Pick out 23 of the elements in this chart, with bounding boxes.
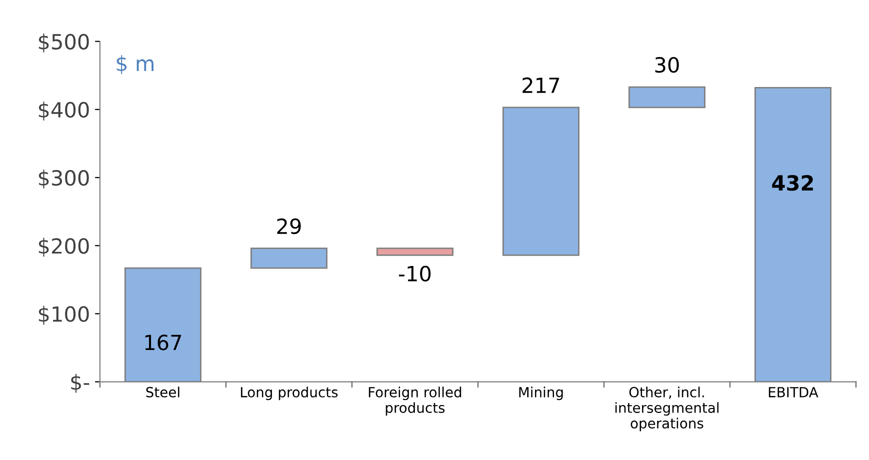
- x-tick-label: EBITDA: [768, 387, 818, 398]
- data-label: 30: [655, 57, 679, 73]
- bar: [628, 86, 706, 108]
- data-label: 29: [277, 218, 301, 234]
- data-label: 432: [772, 175, 813, 191]
- y-tick-label: $-: [71, 374, 90, 393]
- bar: [502, 106, 580, 256]
- data-label: 217: [522, 77, 560, 93]
- y-tick-label: $300: [38, 170, 89, 189]
- x-tick-label: Mining: [519, 386, 563, 400]
- y-tick-label: $500: [38, 33, 89, 52]
- y-tick-label: $200: [38, 238, 89, 257]
- data-label: -10: [398, 266, 431, 282]
- bar: [376, 248, 454, 256]
- x-tick-label: Other, incl. intersegmental operations: [615, 386, 718, 432]
- x-tick-label: Long products: [240, 386, 338, 400]
- y-tick-label: $100: [38, 306, 89, 325]
- data-label: 167: [145, 334, 182, 350]
- annotation: $ m: [116, 55, 154, 74]
- x-tick-label: Steel: [146, 386, 180, 398]
- y-tick-label: $400: [38, 102, 89, 120]
- x-tick-label: Foreign rolled products: [368, 386, 462, 416]
- bar: [250, 248, 328, 269]
